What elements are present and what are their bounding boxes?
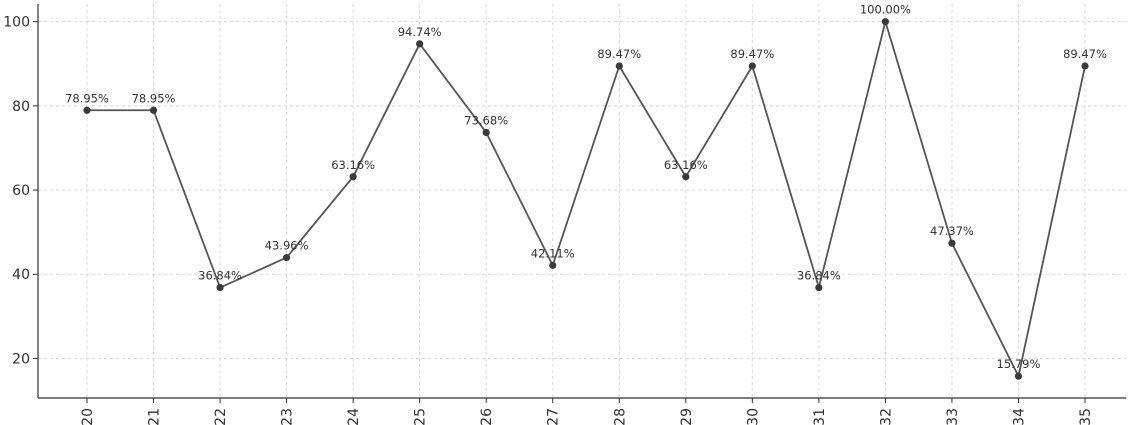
axes: 20 21 22 23 24 25 26 27 28 29 30 31 32 33 34 35 20 40 60 80… — [3, 4, 1126, 425]
series — [83, 18, 1089, 380]
data-labels: 78.95% 78.95% 36.84% 43.96% 63.16% 94.74% 73.6… — [65, 3, 1107, 371]
data-label: 73.68% — [464, 113, 508, 127]
x-tick-label: 35 — [1078, 408, 1094, 425]
y-tick-label: 40 — [12, 267, 30, 283]
grid — [38, 4, 1126, 398]
x-tick-label: 29 — [679, 408, 695, 425]
x-tick-label: 20 — [80, 408, 96, 425]
data-point — [815, 283, 823, 292]
x-tick-label: 25 — [413, 408, 429, 425]
data-label: 94.74% — [398, 25, 442, 39]
data-point — [1081, 62, 1089, 70]
data-label: 78.95% — [132, 91, 176, 105]
data-label: 78.95% — [65, 91, 109, 105]
y-tick-label: 100 — [3, 15, 30, 31]
data-label: 15.79% — [997, 357, 1041, 371]
data-label: 89.47% — [597, 47, 641, 61]
data-point — [216, 283, 224, 292]
data-point — [349, 173, 357, 181]
data-point — [149, 106, 158, 114]
data-point — [748, 62, 756, 70]
data-label: 47.37% — [930, 224, 974, 238]
data-label: 42.11% — [531, 246, 575, 260]
data-label: 89.47% — [730, 47, 774, 61]
data-point — [482, 128, 490, 137]
data-point — [1014, 372, 1023, 380]
data-label: 36.84% — [797, 269, 841, 283]
data-point — [881, 18, 890, 26]
data-point — [948, 239, 956, 247]
data-label: 100.00% — [860, 3, 911, 17]
data-point — [83, 106, 91, 114]
y-tick-label: 80 — [12, 99, 30, 115]
data-point — [615, 62, 623, 70]
x-tick-label: 32 — [878, 408, 894, 425]
x-tick-label: 33 — [945, 408, 961, 425]
data-point — [283, 253, 291, 262]
data-label: 89.47% — [1063, 47, 1107, 61]
x-tick-label: 27 — [546, 408, 562, 425]
x-tick-label: 21 — [147, 408, 163, 425]
series-line — [87, 18, 1086, 379]
x-tick-label: 30 — [745, 408, 761, 425]
data-point — [416, 40, 424, 48]
data-point — [549, 261, 557, 269]
x-tick-label: 23 — [280, 408, 296, 425]
y-tick-label: 60 — [12, 183, 30, 199]
x-tick-label: 24 — [346, 408, 362, 425]
x-tick-label: 28 — [612, 408, 628, 425]
x-tick-label: 34 — [1011, 408, 1027, 425]
data-point — [682, 173, 690, 181]
x-tick-label: 31 — [812, 408, 828, 425]
data-label: 63.16% — [664, 158, 708, 172]
data-label: 63.16% — [331, 158, 375, 172]
y-tick-label: 20 — [12, 351, 30, 367]
data-label: 36.84% — [198, 269, 242, 283]
x-tick-label: 22 — [213, 408, 229, 425]
x-tick-label: 26 — [479, 408, 495, 425]
data-label: 43.96% — [265, 239, 309, 253]
